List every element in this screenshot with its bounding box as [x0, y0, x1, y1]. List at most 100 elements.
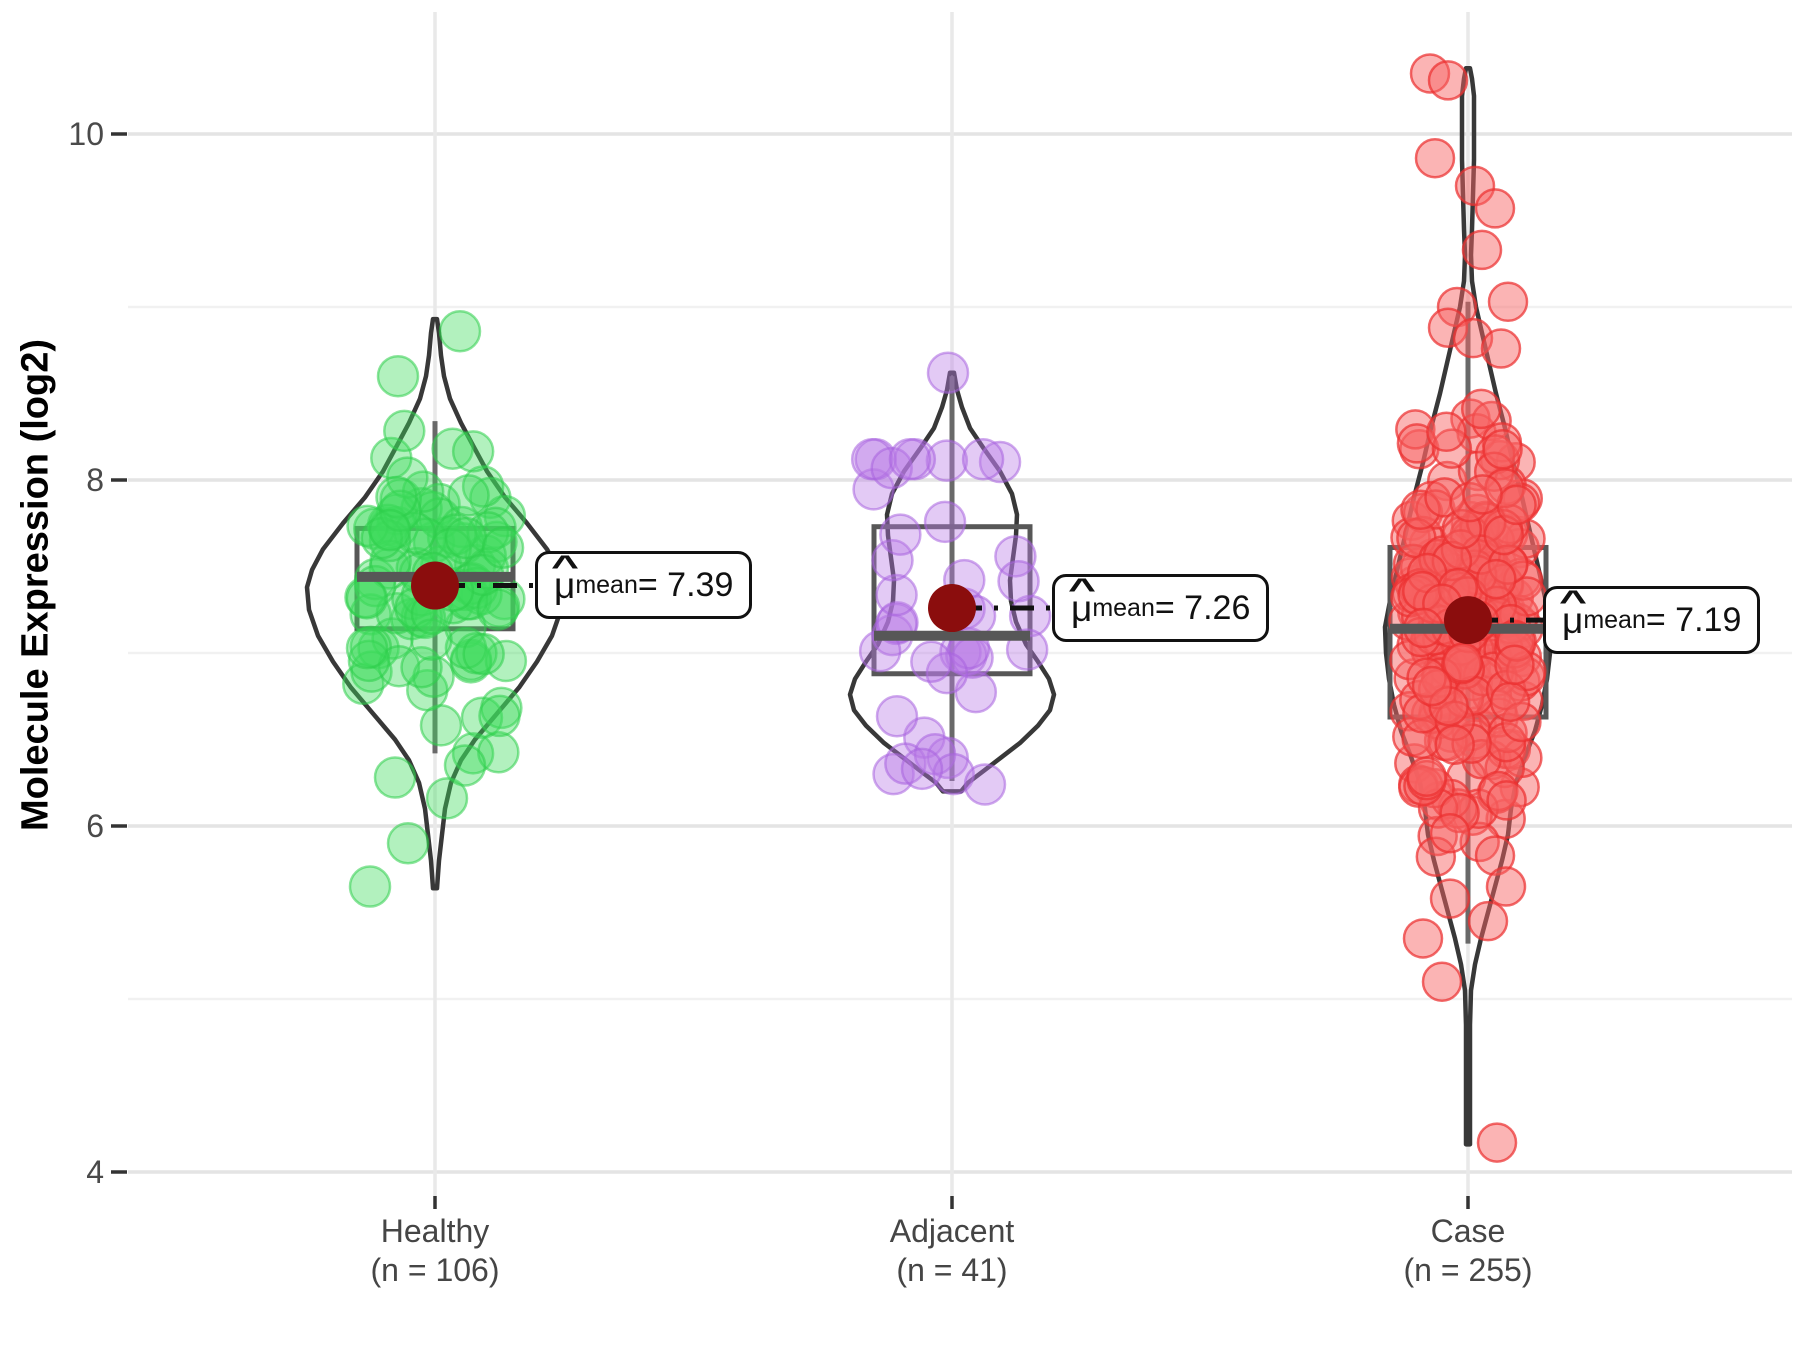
data-point-adjacent — [900, 747, 944, 791]
data-point-case — [1476, 558, 1517, 600]
data-point-case — [1482, 429, 1523, 470]
data-point-adjacent — [910, 640, 953, 684]
data-point-case — [1454, 165, 1496, 207]
hat-accent: ^ — [550, 550, 579, 584]
data-point-case — [1428, 685, 1469, 727]
group-n-case: (n = 255) — [1403, 1252, 1533, 1288]
data-point-case — [1494, 644, 1535, 686]
data-point-case — [1461, 229, 1503, 271]
data-point-case — [1421, 961, 1463, 1002]
data-point-adjacent — [888, 437, 932, 481]
data-point-case — [1485, 866, 1527, 907]
data-point-healthy — [462, 632, 505, 676]
mu-char: μ — [1071, 587, 1093, 629]
data-point-case — [1480, 328, 1522, 369]
data-point-healthy — [478, 694, 521, 738]
data-point-healthy — [376, 354, 420, 398]
data-point-healthy — [348, 865, 392, 908]
data-point-healthy — [425, 777, 469, 820]
data-point-adjacent — [875, 694, 919, 738]
hat-accent: ^ — [1067, 573, 1096, 607]
data-point-case — [1474, 835, 1516, 876]
y-tick-label-8: 8 — [86, 462, 104, 498]
data-point-healthy — [447, 474, 490, 517]
data-point-adjacent — [923, 500, 967, 544]
mean-dot-adjacent — [928, 584, 976, 633]
data-point-adjacent — [925, 439, 969, 482]
data-point-case — [1411, 665, 1453, 707]
mu-char: μ — [1562, 599, 1584, 641]
data-point-adjacent — [926, 351, 970, 394]
data-point-healthy — [383, 409, 426, 453]
data-point-case — [1427, 307, 1469, 349]
data-point-case — [1429, 812, 1471, 854]
data-point-adjacent — [871, 539, 914, 582]
data-point-adjacent — [978, 440, 1022, 484]
y-tick-label-4: 4 — [86, 1154, 104, 1190]
data-point-healthy — [444, 516, 488, 560]
mu-char: μ — [554, 564, 576, 606]
data-point-case — [1395, 409, 1436, 450]
data-point-adjacent — [879, 513, 922, 556]
hat-accent: ^ — [1558, 585, 1587, 619]
x-tick-label-healthy: Healthy (n = 106) — [285, 1212, 585, 1290]
data-point-case — [1429, 878, 1471, 919]
data-point-healthy — [460, 696, 504, 739]
data-point-healthy — [345, 577, 389, 620]
data-point-case — [1474, 434, 1516, 475]
data-point-adjacent — [852, 468, 895, 511]
mean-value: = 7.26 — [1154, 588, 1251, 627]
data-point-healthy — [375, 475, 418, 519]
data-point-healthy — [368, 508, 412, 552]
data-point-case — [1496, 484, 1537, 526]
data-point-adjacent — [963, 763, 1007, 806]
group-name-adjacent: Adjacent — [889, 1213, 1015, 1249]
data-point-case — [1489, 681, 1531, 723]
data-point-case — [1462, 474, 1503, 515]
data-point-case — [1400, 489, 1441, 531]
data-point-case — [1439, 792, 1480, 834]
mean-annotation-adjacent: ^ μ mean = 7.26 — [1052, 574, 1270, 642]
group-name-case: Case — [1430, 1213, 1506, 1249]
data-point-case — [1467, 900, 1509, 942]
group-name-healthy: Healthy — [380, 1213, 490, 1249]
data-point-healthy — [345, 626, 389, 670]
x-tick-label-case: Case (n = 255) — [1318, 1212, 1618, 1290]
data-point-case — [1487, 281, 1529, 323]
data-point-healthy — [438, 309, 482, 353]
data-point-healthy — [347, 639, 391, 683]
data-point-healthy — [444, 626, 488, 670]
data-point-case — [1486, 780, 1527, 821]
data-point-case — [1415, 836, 1457, 877]
data-point-case — [1441, 508, 1483, 550]
mean-annotation-case: ^ μ mean = 7.19 — [1543, 586, 1761, 654]
data-point-case — [1476, 1122, 1518, 1163]
data-point-adjacent — [875, 573, 918, 617]
data-point-case — [1449, 481, 1490, 523]
group-n-healthy: (n = 106) — [370, 1252, 500, 1288]
mu-hat-symbol: ^ μ — [551, 552, 579, 606]
data-point-case — [1442, 642, 1484, 683]
mean-annotation-healthy: ^ μ mean = 7.39 — [535, 551, 753, 619]
data-point-case — [1414, 137, 1456, 179]
data-point-healthy — [386, 822, 430, 865]
violin-outline-healthy — [304, 316, 566, 891]
data-point-case — [1485, 721, 1527, 763]
mu-hat-symbol: ^ μ — [1068, 575, 1096, 629]
mu-subscript: mean — [575, 570, 638, 599]
data-point-case — [1441, 644, 1482, 685]
group-n-adjacent: (n = 41) — [896, 1252, 1008, 1288]
mean-dot-healthy — [411, 561, 459, 610]
data-point-adjacent — [997, 559, 1040, 603]
y-tick-label-10: 10 — [68, 116, 104, 152]
data-point-case — [1451, 723, 1492, 764]
mean-dot-case — [1444, 596, 1492, 645]
data-point-case — [1406, 756, 1447, 798]
data-point-healthy — [386, 456, 429, 499]
mu-hat-symbol: ^ μ — [1559, 587, 1587, 641]
data-point-case — [1434, 724, 1475, 765]
mean-value: = 7.39 — [637, 565, 734, 604]
data-point-case — [1460, 388, 1502, 430]
